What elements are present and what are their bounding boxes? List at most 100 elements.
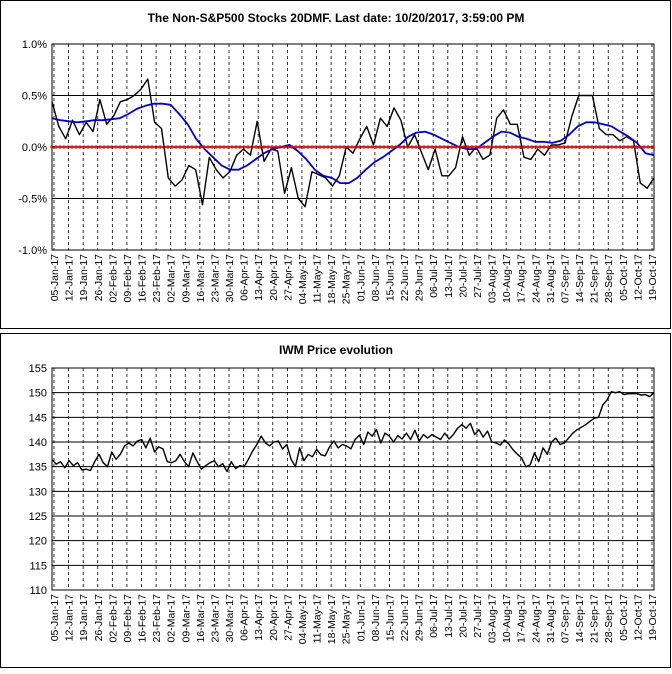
chart1-zero-marker [106, 145, 110, 149]
chart1-zero-marker [386, 145, 390, 149]
chart1-ytick-label: -1.0% [18, 245, 47, 257]
chart2-xtick-label: 16-Feb-17 [137, 594, 149, 643]
chart2-xtick-label: 05-Oct-17 [618, 594, 630, 641]
chart2-xtick-label: 19-Oct-17 [647, 594, 659, 641]
chart1-zero-marker [630, 145, 634, 149]
chart1-zero-marker [98, 145, 102, 149]
chart2-xtick-label: 28-Sep-17 [603, 594, 615, 643]
chart1-zero-marker [74, 145, 78, 149]
chart1-zero-marker [62, 145, 66, 149]
chart1-zero-marker [190, 145, 194, 149]
chart1-zero-marker [586, 145, 590, 149]
chart2-xtick-label: 19-Jan-17 [78, 594, 90, 641]
chart1-xtick-label: 30-Mar-17 [224, 254, 236, 303]
chart1-zero-marker [422, 145, 426, 149]
chart1-zero-marker [78, 145, 82, 149]
chart1-xtick-label: 18-May-17 [326, 254, 338, 304]
chart1-zero-marker [406, 145, 410, 149]
chart1-zero-marker [274, 145, 278, 149]
chart1-zero-marker [258, 145, 262, 149]
chart1-xtick-label: 08-Jun-17 [370, 254, 382, 301]
chart1-zero-marker [322, 145, 326, 149]
chart2-xtick-label: 24-Aug-17 [530, 594, 542, 643]
chart1-zero-marker [546, 145, 550, 149]
chart2-ytick-label: 155 [29, 363, 47, 375]
chart1-zero-marker [270, 145, 274, 149]
chart1-zero-marker [610, 145, 614, 149]
chart1-zero-marker [334, 145, 338, 149]
chart1-xtick-label: 16-Mar-17 [195, 254, 207, 303]
chart1-zero-marker [490, 145, 494, 149]
chart1-zero-marker [358, 145, 362, 149]
chart2-xtick-label: 04-May-17 [297, 594, 309, 644]
chart1-zero-marker [458, 145, 462, 149]
chart1-xtick-label: 27-Apr-17 [282, 254, 294, 301]
chart1-zero-marker [578, 145, 582, 149]
chart1-zero-marker [178, 145, 182, 149]
chart1-zero-marker [310, 145, 314, 149]
chart2-xtick-label: 21-Sep-17 [589, 594, 601, 643]
chart1-zero-marker [394, 145, 398, 149]
chart1-xtick-label: 02-Mar-17 [166, 254, 178, 303]
chart1-xtick-label: 22-Jun-17 [399, 254, 411, 301]
chart1-zero-marker [122, 145, 126, 149]
chart1-zero-marker [66, 145, 70, 149]
chart1-xtick-label: 05-Oct-17 [618, 254, 630, 301]
chart1-xtick-label: 16-Feb-17 [137, 254, 149, 303]
chart1-zero-marker [54, 145, 58, 149]
chart1-xtick-label: 24-Aug-17 [530, 254, 542, 303]
chart2-xtick-label: 15-Jun-17 [384, 594, 396, 641]
chart1-xtick-label: 23-Feb-17 [151, 254, 163, 303]
chart2-xtick-label: 26-Jan-17 [93, 594, 105, 641]
chart2-group: IWM Price evolution 155 150 145 140 135 130 12… [29, 343, 659, 644]
chart1-xtick-label: 06-Apr-17 [239, 254, 251, 301]
chart1-xtick-label: 09-Mar-17 [180, 254, 192, 303]
chart1-xtick-label: 25-May-17 [341, 254, 353, 304]
chart1-zero-marker [378, 145, 382, 149]
chart2-xtick-label: 05-Jan-17 [49, 594, 61, 641]
chart2-ytick-label: 130 [29, 486, 47, 498]
chart1-zero-marker [118, 145, 122, 149]
chart1-zero-marker [254, 145, 258, 149]
chart1-zero-marker [138, 145, 142, 149]
chart1-zero-marker [486, 145, 490, 149]
chart1-zero-marker [442, 145, 446, 149]
chart1-zero-marker [542, 145, 546, 149]
chart1-zero-marker [222, 145, 226, 149]
chart1-zero-marker [614, 145, 618, 149]
chart1-zero-marker [514, 145, 518, 149]
chart1-zero-marker [246, 145, 250, 149]
chart1-zero-marker [346, 145, 350, 149]
chart1-zero-marker [510, 145, 514, 149]
chart1-zero-marker [454, 145, 458, 149]
chart1-zero-marker [426, 145, 430, 149]
chart2-xtick-label: 01-Jun-17 [355, 594, 367, 641]
chart1-zero-marker [482, 145, 486, 149]
chart1-zero-marker [158, 145, 162, 149]
chart1-zero-marker [86, 145, 90, 149]
chart2-ytick-label: 140 [29, 437, 47, 449]
chart2-xtick-label: 31-Aug-17 [545, 594, 557, 643]
chart2-xtick-label: 06-Jul-17 [428, 594, 440, 638]
chart1-zero-marker [582, 145, 586, 149]
chart1-zero-marker [382, 145, 386, 149]
chart2-xtick-label: 27-Apr-17 [282, 594, 294, 641]
chart1-zero-marker [570, 145, 574, 149]
chart1-xtick-label: 13-Jul-17 [443, 254, 455, 298]
chart1-zero-marker [550, 145, 554, 149]
chart1-xtick-label: 03-Aug-17 [487, 254, 499, 303]
chart2-xtick-label: 13-Jul-17 [443, 594, 455, 638]
chart2-xtick-label: 02-Mar-17 [166, 594, 178, 643]
chart1-zero-marker [538, 145, 542, 149]
chart1-xtick-label: 05-Jan-17 [49, 254, 61, 301]
chart1-zero-marker [50, 145, 54, 149]
chart1-zero-marker [166, 145, 170, 149]
chart1-zero-marker [530, 145, 534, 149]
chart2-xtick-label: 03-Aug-17 [487, 594, 499, 643]
chart1-zero-marker [90, 145, 94, 149]
chart1-zero-marker [182, 145, 186, 149]
chart1-zero-marker [110, 145, 114, 149]
chart1-zero-marker [126, 145, 130, 149]
chart1-zero-marker [398, 145, 402, 149]
chart1-xtick-label: 12-Jan-17 [64, 254, 76, 301]
